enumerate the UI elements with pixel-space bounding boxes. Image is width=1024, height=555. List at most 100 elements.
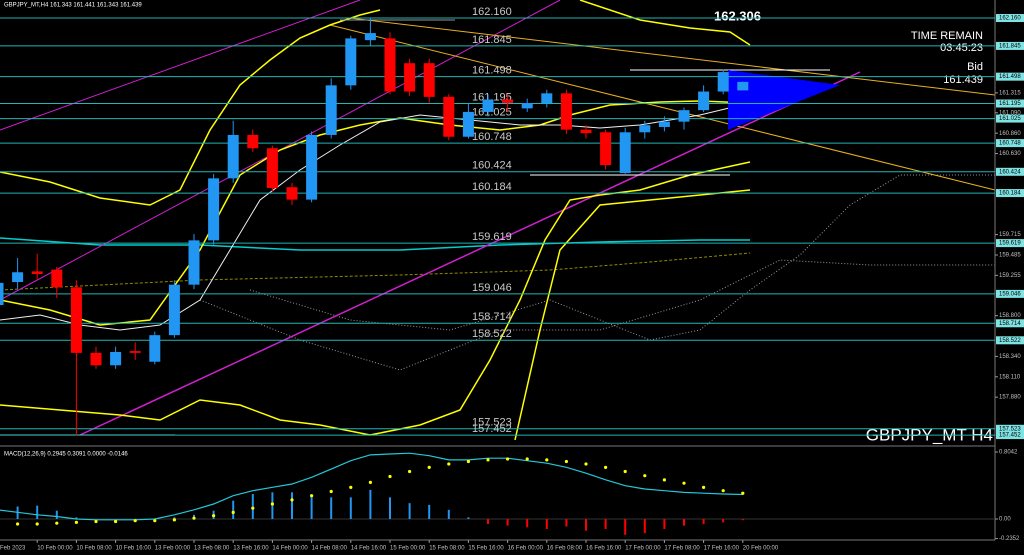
candle-body <box>306 134 318 200</box>
candle-body <box>31 271 43 275</box>
candle-body <box>364 33 376 41</box>
signal-dot <box>623 469 627 474</box>
level-label: 162.160 <box>472 6 512 18</box>
bid: 161.439 <box>943 74 983 86</box>
candle-body <box>580 129 592 134</box>
histogram-bar <box>526 519 529 528</box>
histogram-bar <box>741 519 744 521</box>
histogram-bar <box>369 489 372 520</box>
candle-body <box>717 72 729 92</box>
signal-dot <box>721 489 725 493</box>
candle-body <box>247 134 259 149</box>
signal-dot <box>310 494 314 498</box>
candle-body <box>129 351 141 353</box>
cloud-edge <box>249 174 995 341</box>
candle-body <box>443 96 455 137</box>
signal-dot <box>388 474 392 479</box>
y-tick-label: 160.860 <box>999 131 1021 137</box>
level-label: 159.046 <box>472 282 512 294</box>
candle-body <box>0 282 4 306</box>
x-tick-label: 13 Feb 08:00 <box>194 546 230 552</box>
candle-body <box>619 132 631 174</box>
x-tick-label: 15 Feb 00:00 <box>390 546 426 552</box>
signal-dot <box>192 516 196 520</box>
signal-dot <box>251 506 255 510</box>
band <box>0 161 751 436</box>
band <box>0 9 381 206</box>
time-remain: 03:45:23 <box>940 42 983 54</box>
moving-average <box>0 237 750 251</box>
level-label: 158.522 <box>472 328 512 340</box>
signal-dot <box>408 469 412 474</box>
x-tick-label: 13 Feb 00:00 <box>155 546 191 552</box>
signal-dot <box>349 485 353 489</box>
y-tick-label: 157.880 <box>999 395 1021 401</box>
level-label: 161.195 <box>472 91 512 103</box>
level-box <box>996 424 1024 433</box>
candle-body <box>384 38 396 92</box>
histogram-bar <box>624 519 627 535</box>
candle-body <box>70 287 82 353</box>
signal-dot <box>604 465 608 469</box>
histogram-bar <box>291 492 293 520</box>
level-box <box>996 189 1024 198</box>
level-box <box>996 72 1024 81</box>
signal-dot <box>55 521 59 525</box>
candle-body <box>541 93 553 104</box>
level-axis-label: 158.522 <box>999 338 1021 344</box>
level-box <box>996 167 1024 176</box>
x-tick-label: 14 Feb 08:00 <box>312 546 348 552</box>
candle-body <box>286 187 298 200</box>
level-axis-label: 160.424 <box>999 169 1021 175</box>
chart-title: GBPJPY_MT,H4 161.343 161.441 161.343 161… <box>4 3 142 9</box>
signal-dot <box>643 474 647 478</box>
x-tick-label: 16 Feb 16:00 <box>586 546 622 552</box>
signal-dot <box>662 478 667 482</box>
x-tick-label: 17 Feb 00:00 <box>625 546 661 552</box>
histogram-bar <box>487 519 489 525</box>
level-label: 160.424 <box>472 160 512 172</box>
level-box <box>996 14 1024 23</box>
level-box <box>996 239 1024 248</box>
y-tick-label: 159.485 <box>999 253 1021 259</box>
level-axis-label: 157.452 <box>999 433 1021 439</box>
channel-line <box>79 71 861 436</box>
y-tick-label: 0.8042 <box>999 450 1018 456</box>
candle-body <box>51 269 63 288</box>
signal-dot <box>290 498 294 502</box>
signal-dot <box>447 462 451 466</box>
candle-body <box>404 63 416 92</box>
level-axis-label: 159.046 <box>999 291 1021 297</box>
signal-dot <box>114 519 118 524</box>
y-tick-label: 158.340 <box>999 354 1021 360</box>
level-label: 161.025 <box>472 106 512 118</box>
x-tick-label: 10 Feb 08:00 <box>76 546 112 552</box>
x-tick-label: 16 Feb 08:00 <box>547 546 583 552</box>
histogram-bar <box>271 492 274 520</box>
histogram-bar <box>702 519 705 525</box>
band <box>514 189 751 441</box>
signal-dot <box>35 522 39 526</box>
candle-body <box>90 352 102 366</box>
candle-body <box>560 93 572 130</box>
time-remain-label: TIME REMAIN <box>911 30 983 42</box>
level-axis-label: 160.748 <box>999 141 1021 147</box>
candle-body <box>266 148 278 189</box>
y-tick-label: -0.2352 <box>999 536 1020 542</box>
histogram-bar <box>36 505 39 520</box>
y-tick-label: 161.315 <box>999 90 1021 96</box>
level-axis-label: 161.025 <box>999 116 1021 122</box>
x-tick-label: Feb 2023 <box>0 546 26 552</box>
channel-line <box>0 0 361 131</box>
histogram-bar <box>349 497 352 520</box>
signal-dot <box>16 522 20 526</box>
signal-dot <box>153 519 157 523</box>
histogram-bar <box>408 503 411 520</box>
histogram-bar <box>722 519 725 523</box>
y-tick-label: 159.715 <box>999 232 1021 238</box>
moving-average <box>0 102 751 331</box>
x-tick-label: 17 Feb 08:00 <box>664 546 700 552</box>
histogram-bar <box>467 517 470 520</box>
